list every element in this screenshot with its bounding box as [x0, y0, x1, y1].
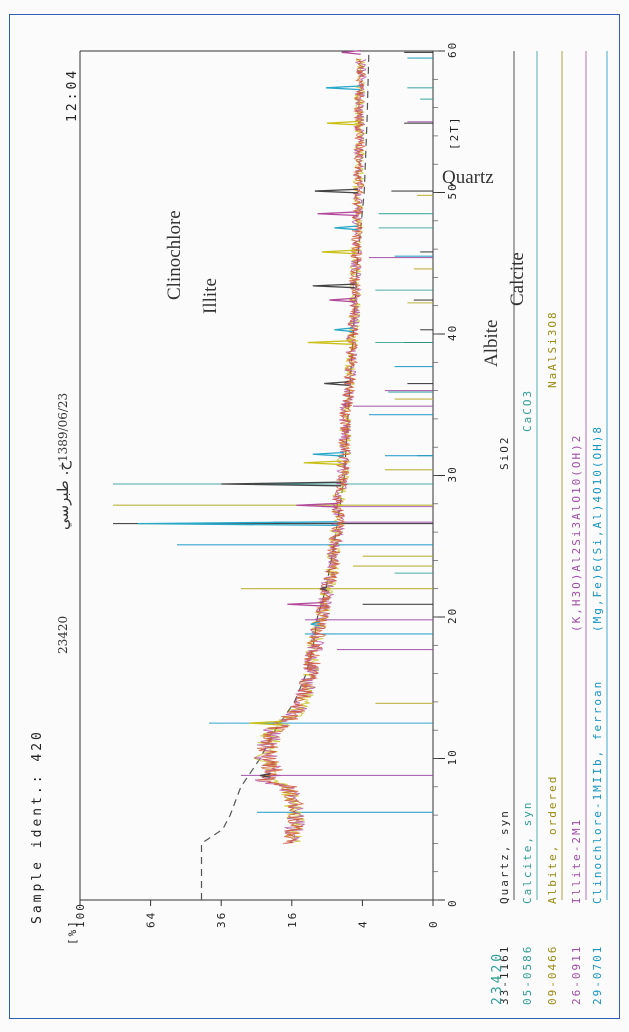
phase-ref-code: 09-0466 [546, 944, 559, 1005]
y-tick-label: 16 [286, 911, 299, 928]
reflection-peak [249, 720, 283, 726]
reflection-peak [325, 85, 361, 91]
reflection-peak [327, 120, 360, 126]
report-frame [9, 14, 620, 1019]
y-tick-label: 100 [74, 902, 87, 928]
phase-ref-code: 26-0911 [570, 944, 583, 1005]
annotation-clinochlore: Clinochlore [164, 210, 185, 300]
reflection-peak [329, 297, 355, 303]
annotation-quartz: Quartz [442, 167, 494, 188]
reflection-peak [334, 225, 358, 231]
reflection-peak [317, 211, 358, 217]
reflection-peak [287, 601, 324, 607]
phase-name: Quartz, syn [498, 809, 511, 904]
x-tick-label: 20 [446, 607, 459, 624]
reflection-peak [334, 327, 353, 333]
phase-name: Calcite, syn [521, 800, 534, 904]
phase-name: Illite-2M1 [570, 817, 583, 904]
phase-name: Albite, ordered [546, 774, 559, 904]
annotation-illite: Illite [200, 278, 221, 314]
phase-name: Clinochlore-1MIIb, ferroan [591, 679, 604, 904]
annotation-albite: Albite [481, 319, 502, 368]
pattern-trace [253, 58, 368, 844]
reflection-peak [341, 49, 361, 55]
phase-formula: CaCO3 [521, 388, 534, 432]
reflection-peak [341, 402, 347, 408]
reflection-peak [312, 451, 344, 457]
footer-id: 23420 [490, 950, 505, 1005]
phase-ref-code: 05-0586 [521, 944, 534, 1005]
x-tick-label: 40 [446, 324, 459, 341]
x-tick-label: 10 [446, 748, 459, 765]
reflection-peak [319, 586, 328, 592]
phase-formula: (Mg,Fe)6(Si,Al)4O10(OH)8 [591, 425, 604, 632]
y-tick-label: 64 [145, 911, 158, 928]
phase-ref-code: 29-0701 [591, 944, 604, 1005]
reflection-peak [312, 283, 355, 289]
reflection-peak [307, 340, 353, 345]
x-axis-label: [2T] [448, 116, 461, 151]
reflection-peak [314, 188, 359, 194]
reflection-peak [296, 502, 338, 508]
reflection-peak [259, 773, 271, 778]
phase-formula: (K,H3O)Al2Si3AlO10(OH)2 [570, 433, 583, 632]
annotation-calcite: Calcite [507, 252, 528, 306]
y-tick-label: 36 [215, 911, 228, 928]
x-tick-label: 60 [446, 41, 459, 58]
x-tick-label: 30 [446, 465, 459, 482]
reflection-peak [328, 570, 332, 576]
reflection-peak [137, 521, 338, 527]
x-tick-label: 0 [446, 898, 459, 907]
reflection-peak [321, 249, 357, 255]
pattern-trace [257, 58, 367, 844]
reflection-peak [310, 621, 320, 627]
y-tick-label: 0 [427, 919, 440, 928]
reflection-peak [303, 460, 344, 466]
phase-formula: SiO2 [498, 435, 511, 471]
x-tick-label: 50 [446, 182, 459, 199]
reflection-peak [221, 481, 342, 487]
phase-formula: NaAlSi3O8 [546, 310, 559, 388]
y-axis-label: [%] [66, 919, 79, 945]
y-tick-label: 4 [356, 919, 369, 928]
reflection-peak [324, 381, 349, 386]
